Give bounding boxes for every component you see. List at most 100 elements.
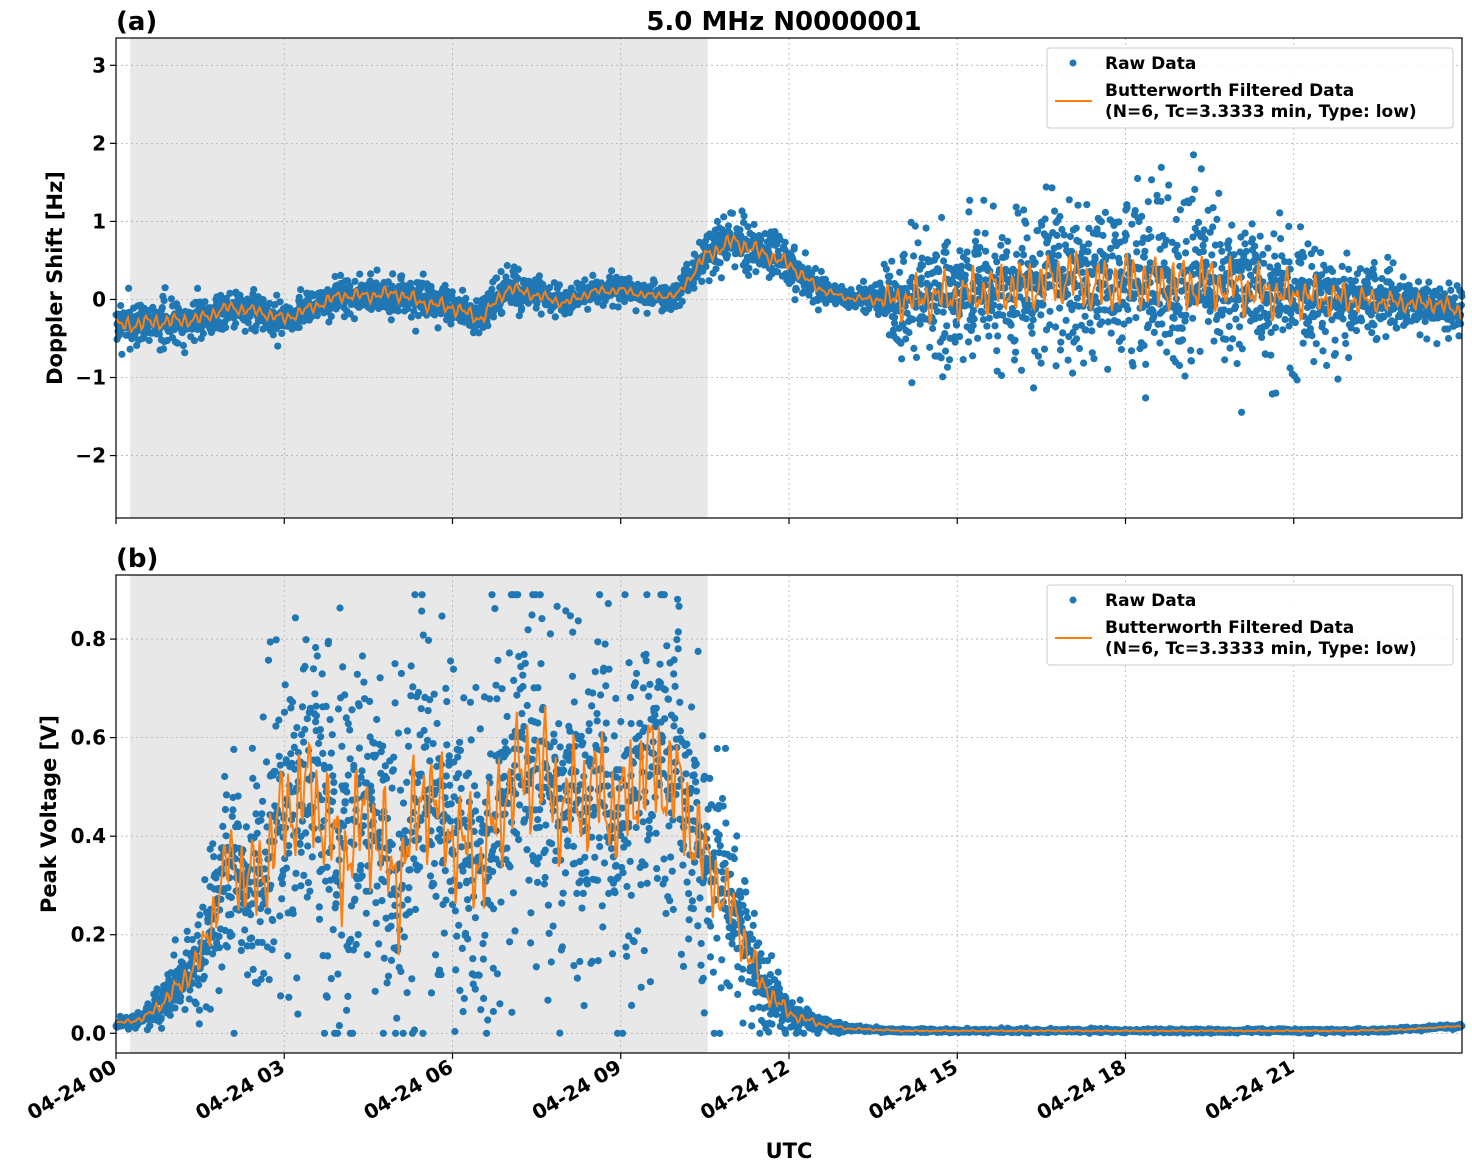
raw-data-point [509, 889, 517, 897]
raw-data-point [1125, 316, 1133, 324]
raw-data-point [498, 309, 506, 317]
raw-data-point [1351, 277, 1359, 285]
raw-data-point [272, 636, 280, 644]
raw-data-point [678, 297, 686, 305]
raw-data-point [432, 951, 440, 959]
raw-data-point [1118, 334, 1126, 342]
raw-data-point [1376, 284, 1384, 292]
raw-data-point [1081, 312, 1089, 320]
raw-data-point [663, 642, 671, 650]
raw-data-point [690, 284, 698, 292]
raw-data-point [540, 880, 549, 888]
y-tick-label: −1 [75, 366, 106, 390]
raw-data-point [253, 782, 261, 790]
raw-data-point [1056, 304, 1064, 312]
raw-data-point [339, 283, 347, 291]
raw-data-point [595, 834, 603, 842]
raw-data-point [394, 307, 402, 315]
raw-data-point [484, 1016, 492, 1024]
raw-data-point [302, 636, 310, 644]
raw-data-point [508, 1008, 516, 1016]
raw-data-point [312, 643, 320, 652]
raw-data-point [1145, 225, 1153, 234]
raw-data-point [318, 670, 326, 678]
raw-data-point [230, 745, 238, 754]
raw-data-point [1108, 252, 1116, 260]
raw-data-point [1057, 338, 1065, 346]
raw-data-point [1060, 231, 1068, 239]
raw-data-point [652, 829, 660, 837]
raw-data-point [1271, 252, 1279, 260]
raw-data-point [677, 950, 686, 958]
raw-data-point [414, 312, 422, 320]
raw-data-point [553, 602, 561, 611]
raw-data-point [1129, 362, 1137, 370]
raw-data-point [166, 1011, 174, 1019]
raw-data-point [1331, 336, 1339, 344]
raw-data-point [549, 922, 557, 930]
raw-data-point [293, 974, 301, 982]
raw-data-point [1027, 322, 1035, 330]
raw-data-point [576, 957, 584, 966]
raw-data-point [126, 345, 134, 353]
raw-data-point [1248, 235, 1257, 243]
raw-data-point [373, 302, 381, 310]
raw-data-point [975, 273, 983, 281]
raw-data-point [1022, 315, 1030, 323]
raw-data-point [1204, 317, 1212, 326]
raw-data-point [498, 685, 506, 693]
raw-data-point [685, 916, 693, 924]
raw-data-point [911, 222, 919, 230]
raw-data-point [1445, 279, 1453, 287]
raw-data-point [415, 289, 423, 297]
raw-data-point [792, 285, 801, 293]
raw-data-point [791, 296, 799, 304]
raw-data-point [1094, 299, 1102, 307]
raw-data-point [535, 823, 544, 831]
raw-data-point [159, 345, 168, 353]
raw-data-point [174, 339, 182, 347]
raw-data-point [1256, 232, 1264, 240]
raw-data-point [295, 323, 303, 331]
raw-data-point [215, 987, 223, 995]
raw-data-point [642, 657, 650, 665]
raw-data-point [646, 680, 654, 689]
raw-data-point [1140, 253, 1148, 261]
raw-data-point [646, 978, 655, 986]
raw-data-point [781, 238, 789, 246]
raw-data-point [533, 860, 541, 868]
raw-data-point [484, 322, 492, 330]
raw-data-point [1247, 310, 1255, 318]
raw-data-point [362, 909, 370, 917]
raw-data-point [685, 890, 693, 898]
raw-data-point [527, 939, 535, 947]
raw-data-point [477, 1006, 485, 1014]
raw-data-point [276, 298, 284, 306]
raw-data-point [418, 591, 426, 599]
raw-data-point [501, 738, 509, 746]
raw-data-point [1022, 219, 1030, 227]
raw-data-point [158, 304, 166, 312]
raw-data-point [434, 324, 442, 332]
raw-data-point [222, 323, 230, 332]
raw-data-point [1370, 321, 1378, 329]
raw-data-point [639, 818, 647, 826]
raw-data-point [900, 257, 908, 265]
raw-data-point [1083, 201, 1091, 209]
raw-data-point [579, 889, 587, 898]
raw-data-point [513, 691, 521, 699]
raw-data-point [383, 979, 391, 987]
raw-data-point [194, 284, 202, 292]
raw-data-point [488, 285, 496, 293]
raw-data-point [424, 707, 432, 715]
raw-data-point [1138, 212, 1146, 220]
raw-data-point [259, 797, 267, 805]
raw-data-point [1188, 263, 1197, 271]
raw-data-point [195, 1006, 203, 1014]
raw-data-point [442, 684, 450, 693]
raw-data-point [1208, 251, 1216, 259]
raw-data-point [581, 276, 589, 284]
raw-data-point [1020, 206, 1028, 214]
raw-data-point [583, 880, 592, 888]
raw-data-point [608, 950, 617, 958]
